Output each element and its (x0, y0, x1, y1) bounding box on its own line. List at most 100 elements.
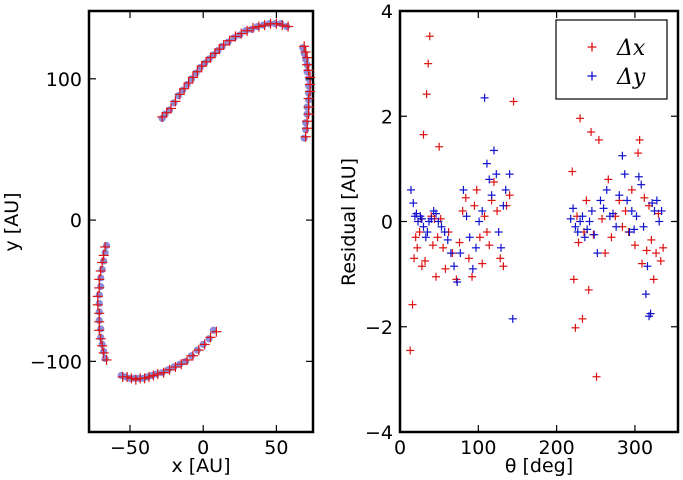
dy-point (471, 243, 480, 252)
dy-point (468, 264, 477, 273)
dy-point (623, 196, 632, 205)
dx-point (647, 235, 656, 244)
orbit-ticks: −50 0 50 −100 0 100 (30, 11, 313, 459)
residual-ticks: 0 100 200 300 −4 −2 0 2 4 (365, 1, 678, 459)
dy-point (657, 206, 666, 215)
dx-point (432, 272, 441, 281)
model-point (303, 109, 314, 120)
dy-point (639, 222, 648, 231)
dy-point (462, 212, 471, 221)
legend-dy-marker (587, 71, 597, 81)
dy-point (634, 172, 643, 181)
residual-marks (406, 32, 668, 381)
dy-point (421, 233, 430, 242)
model-point (303, 65, 314, 76)
model-point (170, 362, 181, 373)
dx-point (569, 275, 578, 284)
dx-point (419, 130, 428, 139)
legend-dx-marker (587, 42, 597, 52)
dy-point (596, 196, 605, 205)
model-point (253, 21, 264, 32)
dx-point (458, 206, 467, 215)
dy-point (576, 217, 585, 226)
model-point (94, 274, 105, 285)
orbit-point (305, 82, 313, 90)
legend-dx-label: Δx (616, 36, 646, 61)
dy-point (459, 185, 468, 194)
dy-point (432, 209, 441, 218)
dy-point (646, 309, 655, 318)
model-point (94, 282, 105, 293)
dx-point (482, 228, 491, 237)
dy-point (648, 199, 657, 208)
dy-point (446, 249, 455, 258)
dx-point (576, 114, 585, 123)
model-point (302, 123, 313, 134)
model-point (302, 59, 313, 70)
model-point (193, 345, 204, 356)
orbit-point (302, 119, 310, 127)
dy-point (583, 225, 592, 234)
dx-point (408, 300, 417, 309)
orbit-y-axis-label: y [AU] (1, 192, 23, 251)
model-point (305, 86, 316, 97)
dx-point (480, 212, 489, 221)
residual-y-axis-label: Residual [AU] (338, 158, 360, 286)
model-point (170, 96, 181, 107)
dy-point (650, 206, 659, 215)
orbit-point (300, 134, 308, 142)
dy-point (489, 146, 498, 155)
dy-point (632, 212, 641, 221)
dy-point (437, 222, 446, 231)
dy-point (571, 222, 580, 231)
dy-point (578, 212, 587, 221)
dy-point (599, 204, 608, 213)
dy-point (450, 262, 459, 271)
dy-point (620, 170, 629, 179)
model-point (218, 39, 229, 50)
model-point (174, 89, 185, 100)
orbit-point (95, 299, 103, 308)
dx-point (604, 175, 613, 184)
model-point (187, 72, 198, 83)
model-point (196, 61, 207, 72)
model-point (201, 56, 212, 67)
dy-point (406, 185, 415, 194)
dy-point (501, 185, 510, 194)
dx-point (582, 196, 591, 205)
model-point (152, 369, 163, 380)
model-point (92, 291, 103, 302)
model-point (95, 333, 106, 344)
dx-point (601, 249, 610, 258)
dy-point (465, 233, 474, 242)
dx-point (478, 259, 487, 268)
dx-point (439, 243, 448, 252)
dx-point (630, 241, 639, 250)
orbit-marks (92, 18, 316, 385)
y-tick-label: 0 (381, 212, 393, 234)
dx-point (499, 262, 508, 271)
dy-point (492, 170, 501, 179)
dy-point (587, 206, 596, 215)
dx-point (635, 135, 644, 144)
dy-point (419, 222, 428, 231)
dx-point (410, 254, 419, 263)
orbit-point (102, 241, 111, 250)
dx-point (433, 233, 442, 242)
orbit-plot-frame (87, 9, 315, 434)
model-point (158, 367, 169, 378)
model-point (199, 339, 210, 350)
model-point (179, 83, 190, 94)
dy-point (593, 249, 602, 258)
dx-point (441, 264, 450, 273)
dx-point (584, 285, 593, 294)
model-point (164, 364, 175, 375)
dy-point (478, 206, 487, 215)
legend-dx-plus (587, 42, 597, 52)
dy-point (485, 175, 494, 184)
model-point (148, 370, 159, 381)
dy-point (612, 222, 621, 231)
dy-point (475, 217, 484, 226)
dy-point (443, 235, 452, 244)
